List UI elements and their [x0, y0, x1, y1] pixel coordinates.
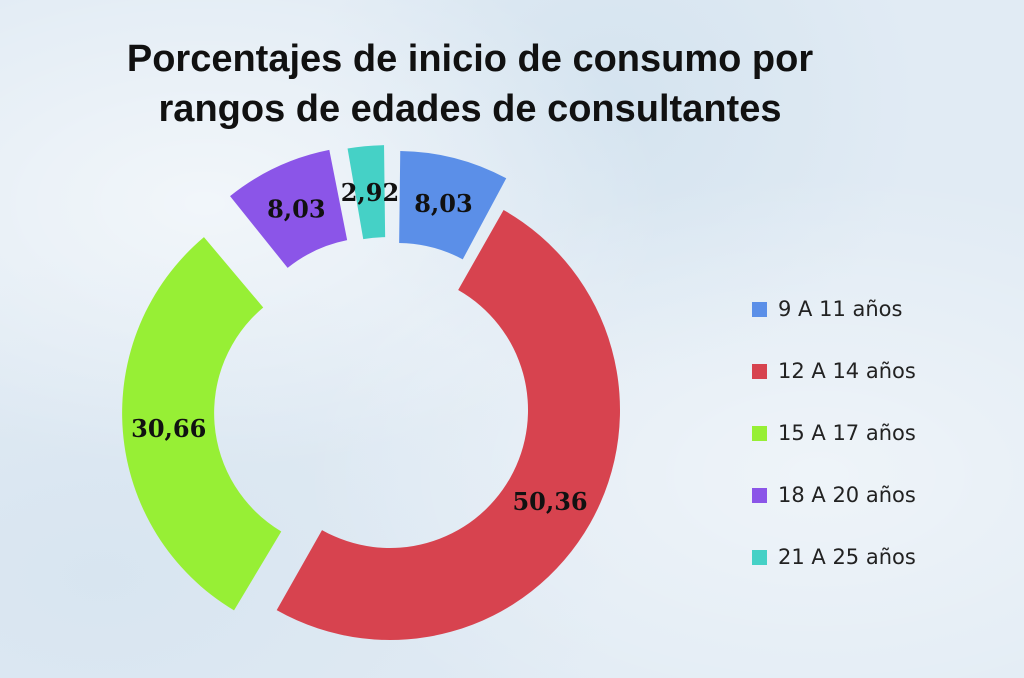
legend-label: 21 A 25 años [778, 545, 916, 569]
data-label-12-a-14-a-os: 50,36 [512, 487, 587, 516]
legend-label: 12 A 14 años [778, 359, 916, 383]
legend-item-21-a-25-a-os: 21 A 25 años [752, 526, 916, 588]
slice-21-a-25-a-os [347, 145, 386, 240]
legend-swatch [752, 549, 767, 565]
legend-swatch [752, 487, 767, 503]
chart-title-line-1: Porcentajes de inicio de consumo por [126, 38, 814, 80]
slice-9-a-11-a-os [399, 150, 507, 260]
chart-title: Porcentajes de inicio de consumo por ran… [60, 34, 880, 134]
legend-item-9-a-11-a-os: 9 A 11 años [752, 278, 916, 340]
legend-label: 15 A 17 años [778, 421, 916, 445]
data-label-15-a-17-a-os: 30,66 [131, 414, 206, 443]
slice-15-a-17-a-os [122, 237, 282, 611]
legend-label: 9 A 11 años [778, 297, 903, 321]
data-label-21-a-25-a-os: 2,92 [341, 178, 399, 207]
legend-swatch [752, 301, 767, 317]
chart-title-line-2: rangos de edades de consultantes [158, 88, 782, 130]
data-label-18-a-20-a-os: 8,03 [267, 195, 325, 224]
legend: 9 A 11 años 12 A 14 años 15 A 17 años 18 A … [752, 278, 916, 588]
legend-item-12-a-14-a-os: 12 A 14 años [752, 340, 916, 402]
legend-label: 18 A 20 años [778, 483, 916, 507]
slice-18-a-20-a-os [230, 149, 348, 268]
slice-12-a-14-a-os [276, 210, 620, 640]
data-label-9-a-11-a-os: 8,03 [414, 189, 472, 218]
legend-item-15-a-17-a-os: 15 A 17 años [752, 402, 916, 464]
legend-swatch [752, 363, 767, 379]
legend-swatch [752, 425, 767, 441]
legend-item-18-a-20-a-os: 18 A 20 años [752, 464, 916, 526]
